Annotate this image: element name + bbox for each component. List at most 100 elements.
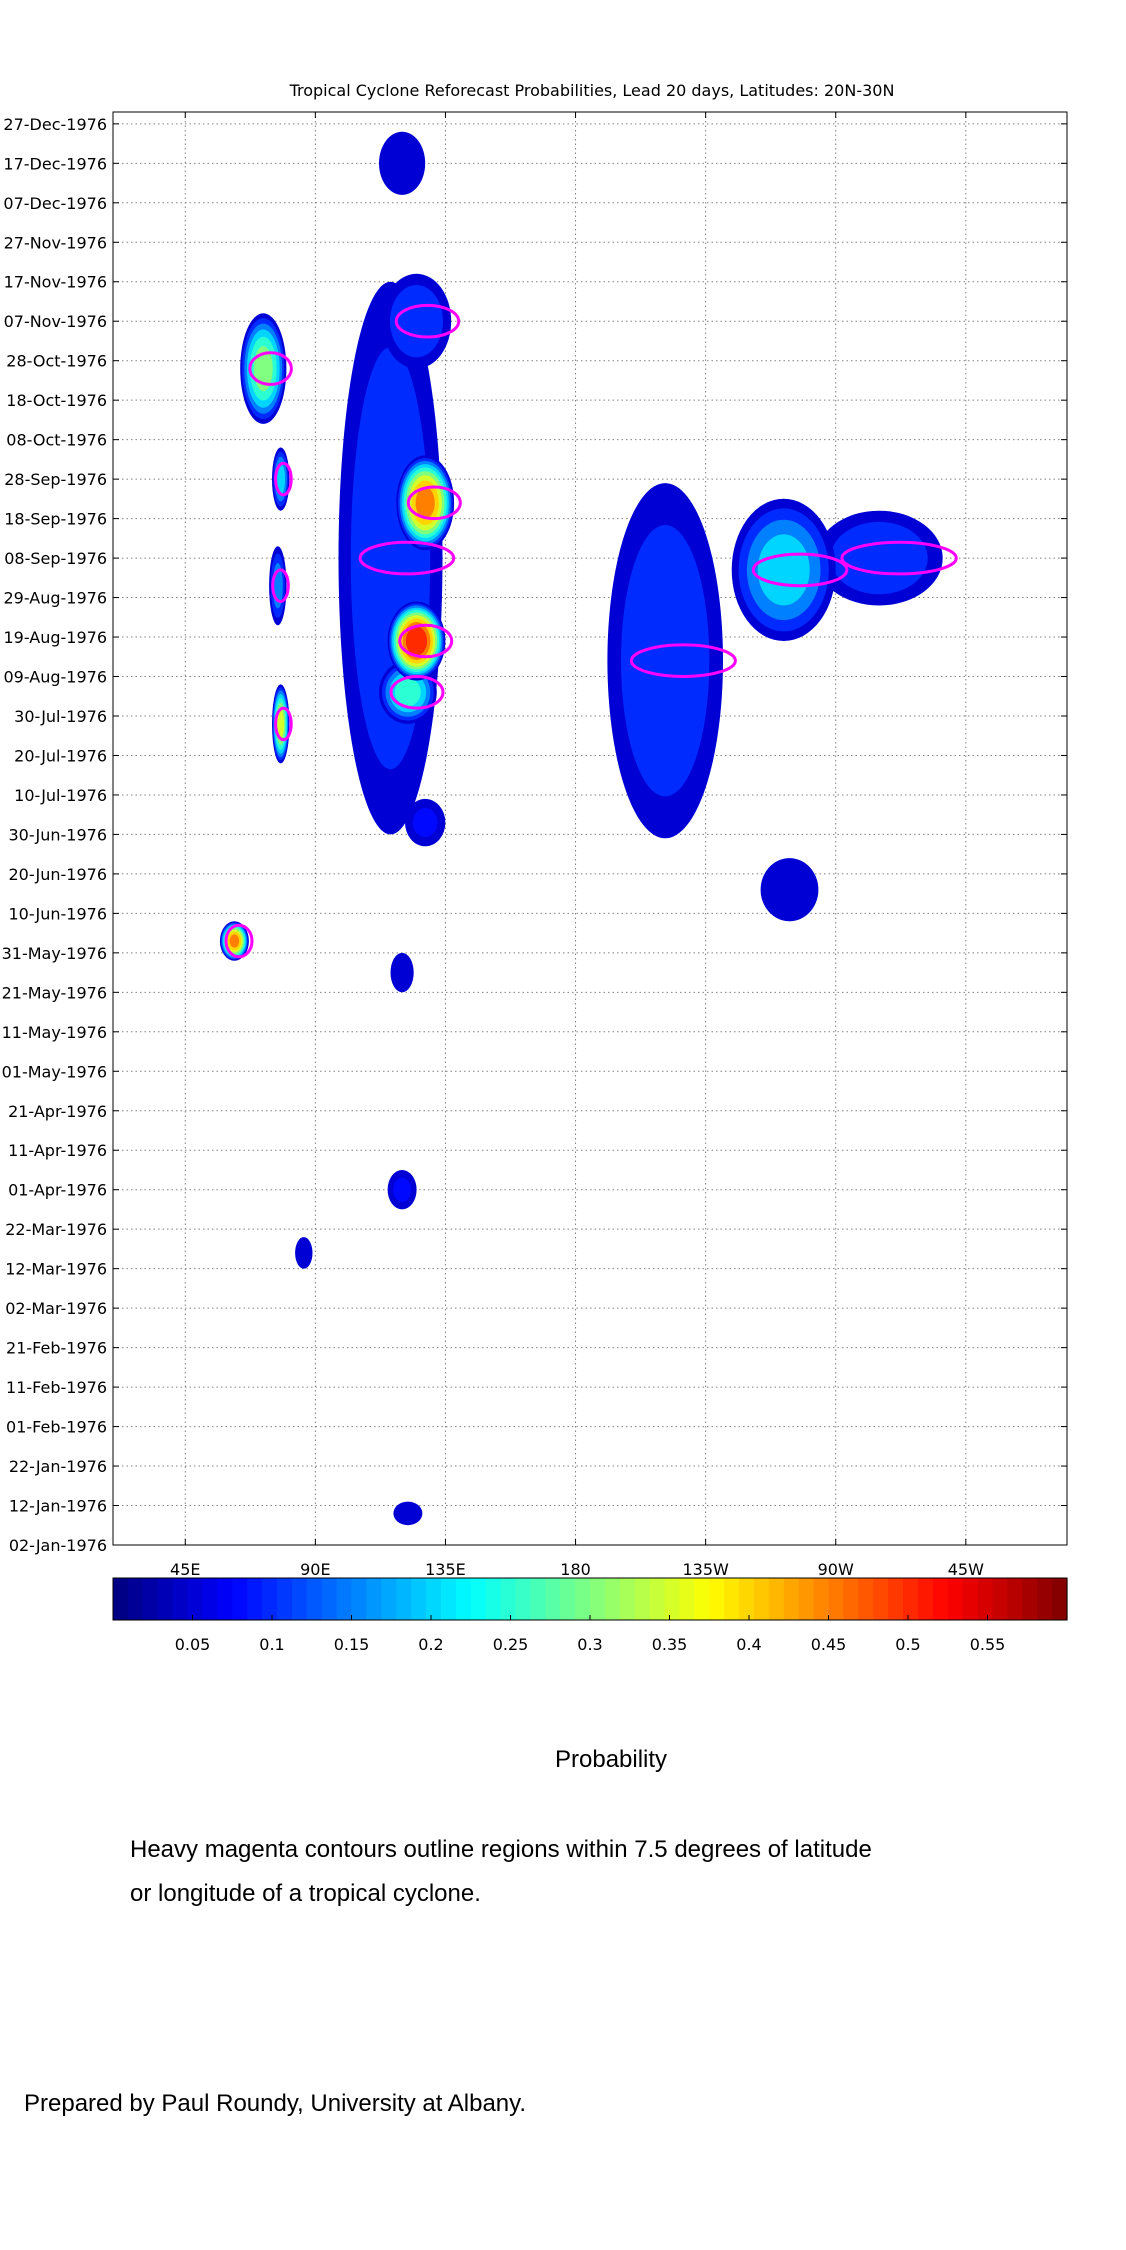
credit-line: Prepared by Paul Roundy, University at A… (24, 2090, 527, 2117)
y-tick-label: 02-Mar-1976 (5, 1299, 107, 1318)
colorbar-swatch (798, 1578, 815, 1620)
colorbar-swatch (739, 1578, 755, 1620)
cyclone-contour (389, 675, 445, 710)
colorbar-swatch (873, 1578, 889, 1620)
probability-blob (415, 487, 435, 519)
colorbar-swatch (903, 1578, 919, 1620)
y-tick-label: 17-Nov-1976 (4, 273, 107, 292)
colorbar-swatch (1052, 1578, 1068, 1620)
y-tick-label: 18-Oct-1976 (6, 391, 107, 410)
cyclone-contour (751, 552, 849, 588)
colorbar-swatch (321, 1578, 338, 1620)
y-tick-label: 30-Jul-1976 (14, 707, 107, 726)
colorbar-tick-label: 0.35 (652, 1635, 688, 1654)
colorbar-swatch (470, 1578, 487, 1620)
probability-blob (390, 952, 414, 993)
y-tick-label: 11-Apr-1976 (8, 1141, 107, 1160)
y-tick-label: 10-Jun-1976 (8, 904, 107, 923)
colorbar-swatch (590, 1578, 606, 1620)
colorbar-tick-label: 0.05 (175, 1635, 211, 1654)
probability-blob (760, 858, 819, 922)
y-tick-label: 28-Oct-1976 (6, 352, 107, 371)
probability-blob (379, 131, 426, 195)
x-tick-label: 135E (425, 1560, 466, 1579)
colorbar-swatch (530, 1578, 546, 1620)
y-tick-label: 11-Feb-1976 (6, 1378, 107, 1397)
colorbar-tick-label: 0.25 (493, 1635, 529, 1654)
cyclone-contour (398, 623, 454, 659)
colorbar-swatch (500, 1578, 517, 1620)
cyclone-contour (271, 568, 290, 604)
plot-area (112, 111, 1068, 1546)
colorbar-swatch (262, 1578, 278, 1620)
colorbar-swatch (813, 1578, 830, 1620)
colorbar-swatch (724, 1578, 740, 1620)
colorbar-swatch (247, 1578, 263, 1620)
colorbar-swatch (709, 1578, 725, 1620)
colorbar-swatch (977, 1578, 994, 1620)
colorbar-swatch (291, 1578, 308, 1620)
colorbar-swatch (142, 1578, 159, 1620)
x-tick-label: 90W (818, 1560, 854, 1579)
colorbar-swatch (694, 1578, 710, 1620)
y-tick-label: 20-Jun-1976 (8, 865, 107, 884)
colorbar-tick-label: 0.45 (811, 1635, 847, 1654)
colorbar-tick-label: 0.4 (736, 1635, 761, 1654)
colorbar-swatch (172, 1578, 189, 1620)
x-tick-label: 45W (948, 1560, 984, 1579)
colorbar-swatch (202, 1578, 218, 1620)
colorbar-swatch (127, 1578, 144, 1620)
colorbar-tick-label: 0.55 (970, 1635, 1006, 1654)
y-tick-label: 07-Nov-1976 (4, 312, 107, 331)
cyclone-contours (224, 303, 958, 959)
colorbar-swatch (917, 1578, 934, 1620)
probability-blob (390, 285, 443, 358)
colorbar-swatch (157, 1578, 174, 1620)
colorbar-swatch (396, 1578, 412, 1620)
y-tick-label: 12-Jan-1976 (9, 1497, 107, 1516)
probability-blob (229, 934, 240, 948)
probability-blob (295, 1237, 313, 1269)
y-tick-label: 28-Sep-1976 (4, 470, 107, 489)
colorbar-swatch (1037, 1578, 1053, 1620)
colorbar-swatch (619, 1578, 636, 1620)
colorbar-label: Probability (555, 1746, 668, 1773)
colorbar-swatch (515, 1578, 531, 1620)
caption-line-1: Heavy magenta contours outline regions w… (130, 1836, 872, 1863)
colorbar-tick-label: 0.1 (259, 1635, 284, 1654)
probability-blob (393, 1177, 411, 1202)
plot-frame (112, 111, 1068, 1546)
colorbar-swatch (485, 1578, 502, 1620)
colorbar-swatch (276, 1578, 293, 1620)
y-tick-label: 27-Nov-1976 (4, 233, 107, 252)
colorbar-swatch (113, 1578, 129, 1620)
probability-blob (621, 525, 710, 797)
cyclone-contour (248, 351, 293, 386)
colorbar-swatch (649, 1578, 666, 1620)
y-tick-label: 22-Jan-1976 (9, 1457, 107, 1476)
colorbar-swatch (545, 1578, 561, 1620)
y-tick-label: 07-Dec-1976 (3, 194, 107, 213)
colorbar-swatch (664, 1578, 681, 1620)
y-tick-label: 01-May-1976 (2, 1062, 107, 1081)
colorbar-swatch (426, 1578, 442, 1620)
y-tick-label: 21-May-1976 (2, 983, 107, 1002)
colorbar-tick-label: 0.5 (895, 1635, 920, 1654)
colorbar-swatch (455, 1578, 472, 1620)
probability-field (219, 131, 943, 1526)
y-tick-label: 12-Mar-1976 (5, 1260, 107, 1279)
y-tick-label: 30-Jun-1976 (8, 825, 107, 844)
colorbar-swatch (768, 1578, 785, 1620)
y-tick-label: 10-Jul-1976 (14, 786, 107, 805)
colorbar-swatch (381, 1578, 397, 1620)
cyclone-contour (224, 923, 254, 959)
y-tick-label: 17-Dec-1976 (3, 154, 107, 173)
x-tick-label: 180 (560, 1560, 591, 1579)
colorbar-swatch (217, 1578, 233, 1620)
y-tick-label: 27-Dec-1976 (3, 115, 107, 134)
cyclone-contour (406, 485, 462, 521)
colorbar-swatch (947, 1578, 964, 1620)
colorbar-tick-label: 0.2 (418, 1635, 443, 1654)
colorbar-swatch (932, 1578, 949, 1620)
y-tick-label: 01-Apr-1976 (8, 1181, 107, 1200)
